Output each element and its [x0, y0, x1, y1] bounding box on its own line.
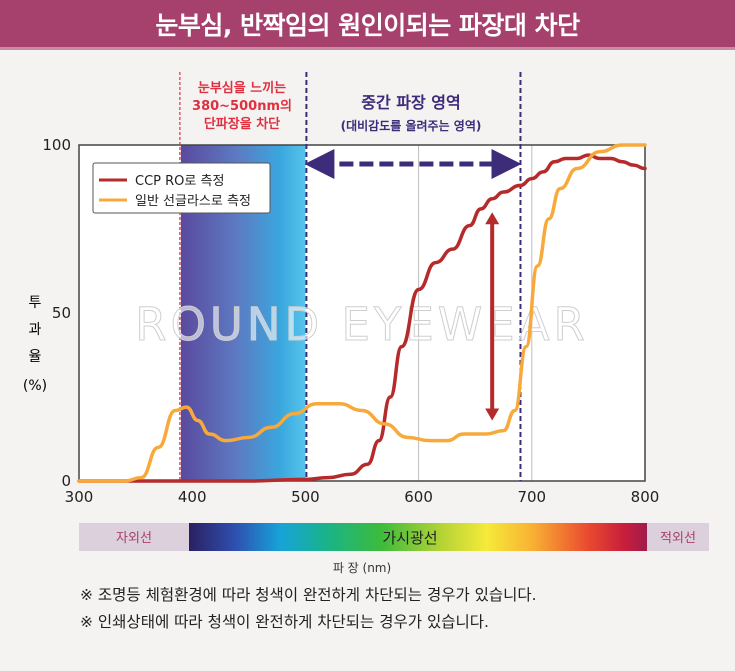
note-2: ※ 인쇄상태에 따라 청색이 완전하게 차단되는 경우가 있습니다. — [80, 613, 489, 631]
legend: CCP RO로 측정 일반 선글라스로 측정 — [92, 162, 271, 214]
note-1: ※ 조명등 체험환경에 따라 청색이 완전하게 차단되는 경우가 있습니다. — [80, 586, 537, 604]
x-axis-title: 파 장 (nm) — [333, 561, 391, 575]
spectrum-bar: 자외선 가시광선 적외선 — [79, 523, 709, 551]
y-axis-char-1: 투 — [29, 295, 42, 311]
contrast-arrow-head-bottom — [485, 408, 500, 421]
legend-label-general: 일반 선글라스로 측정 — [135, 194, 251, 209]
x-tick-800: 800 — [631, 488, 660, 506]
y-tick-0: 0 — [61, 472, 71, 490]
visible-segment — [189, 523, 647, 551]
mid-band-annotation: 중간 파장 영역 (대비감도를 올려주는 영역) — [341, 93, 482, 133]
glare-line-2: 380~500nm의 — [192, 98, 292, 114]
x-tick-700: 700 — [517, 488, 546, 506]
axes: 300 400 500 600 700 800 0 50 100 — [42, 136, 659, 506]
banner-stripe — [0, 47, 735, 50]
visible-label: 가시광선 — [382, 529, 437, 547]
y-axis-unit: (%) — [23, 378, 47, 394]
y-axis-char-2: 과 — [29, 322, 42, 338]
y-tick-50: 50 — [52, 304, 71, 322]
contrast-arrow-head-top — [485, 212, 500, 225]
uv-segment — [79, 523, 189, 551]
x-tick-500: 500 — [291, 488, 320, 506]
mid-band-subtitle: (대비감도를 올려주는 영역) — [341, 118, 482, 133]
glare-line-3: 단파장을 차단 — [204, 116, 280, 132]
series-line-0 — [77, 153, 647, 483]
ir-label: 적외선 — [660, 531, 696, 546]
mid-band-title: 중간 파장 영역 — [361, 93, 460, 112]
plot-frame — [78, 144, 646, 482]
x-tick-600: 600 — [404, 488, 433, 506]
glare-line-1: 눈부심을 느끼는 — [198, 80, 286, 96]
notes: ※ 조명등 체험환경에 따라 청색이 완전하게 차단되는 경우가 있습니다. ※… — [80, 582, 537, 636]
glare-annotation: 눈부심을 느끼는 380~500nm의 단파장을 차단 — [192, 80, 292, 132]
y-axis-char-3: 율 — [29, 349, 42, 365]
x-tick-300: 300 — [65, 488, 94, 506]
y-tick-100: 100 — [42, 136, 71, 154]
header-banner: 눈부심, 반짝임의 원인이되는 파장대 차단 — [0, 0, 735, 47]
watermark: ROUND EYEWEAR — [135, 298, 589, 351]
uv-label: 자외선 — [116, 531, 152, 546]
y-axis-title: 투 과 율 (%) — [23, 295, 47, 394]
series-layer — [77, 143, 647, 483]
legend-box — [92, 162, 271, 214]
series-line-1 — [77, 143, 647, 483]
legend-label-ccp: CCP RO로 측정 — [135, 174, 224, 189]
contrast-gap-arrow — [485, 212, 500, 421]
x-tick-400: 400 — [178, 488, 207, 506]
ir-segment — [647, 523, 709, 551]
page-title: 눈부심, 반짝임의 원인이되는 파장대 차단 — [155, 10, 580, 40]
